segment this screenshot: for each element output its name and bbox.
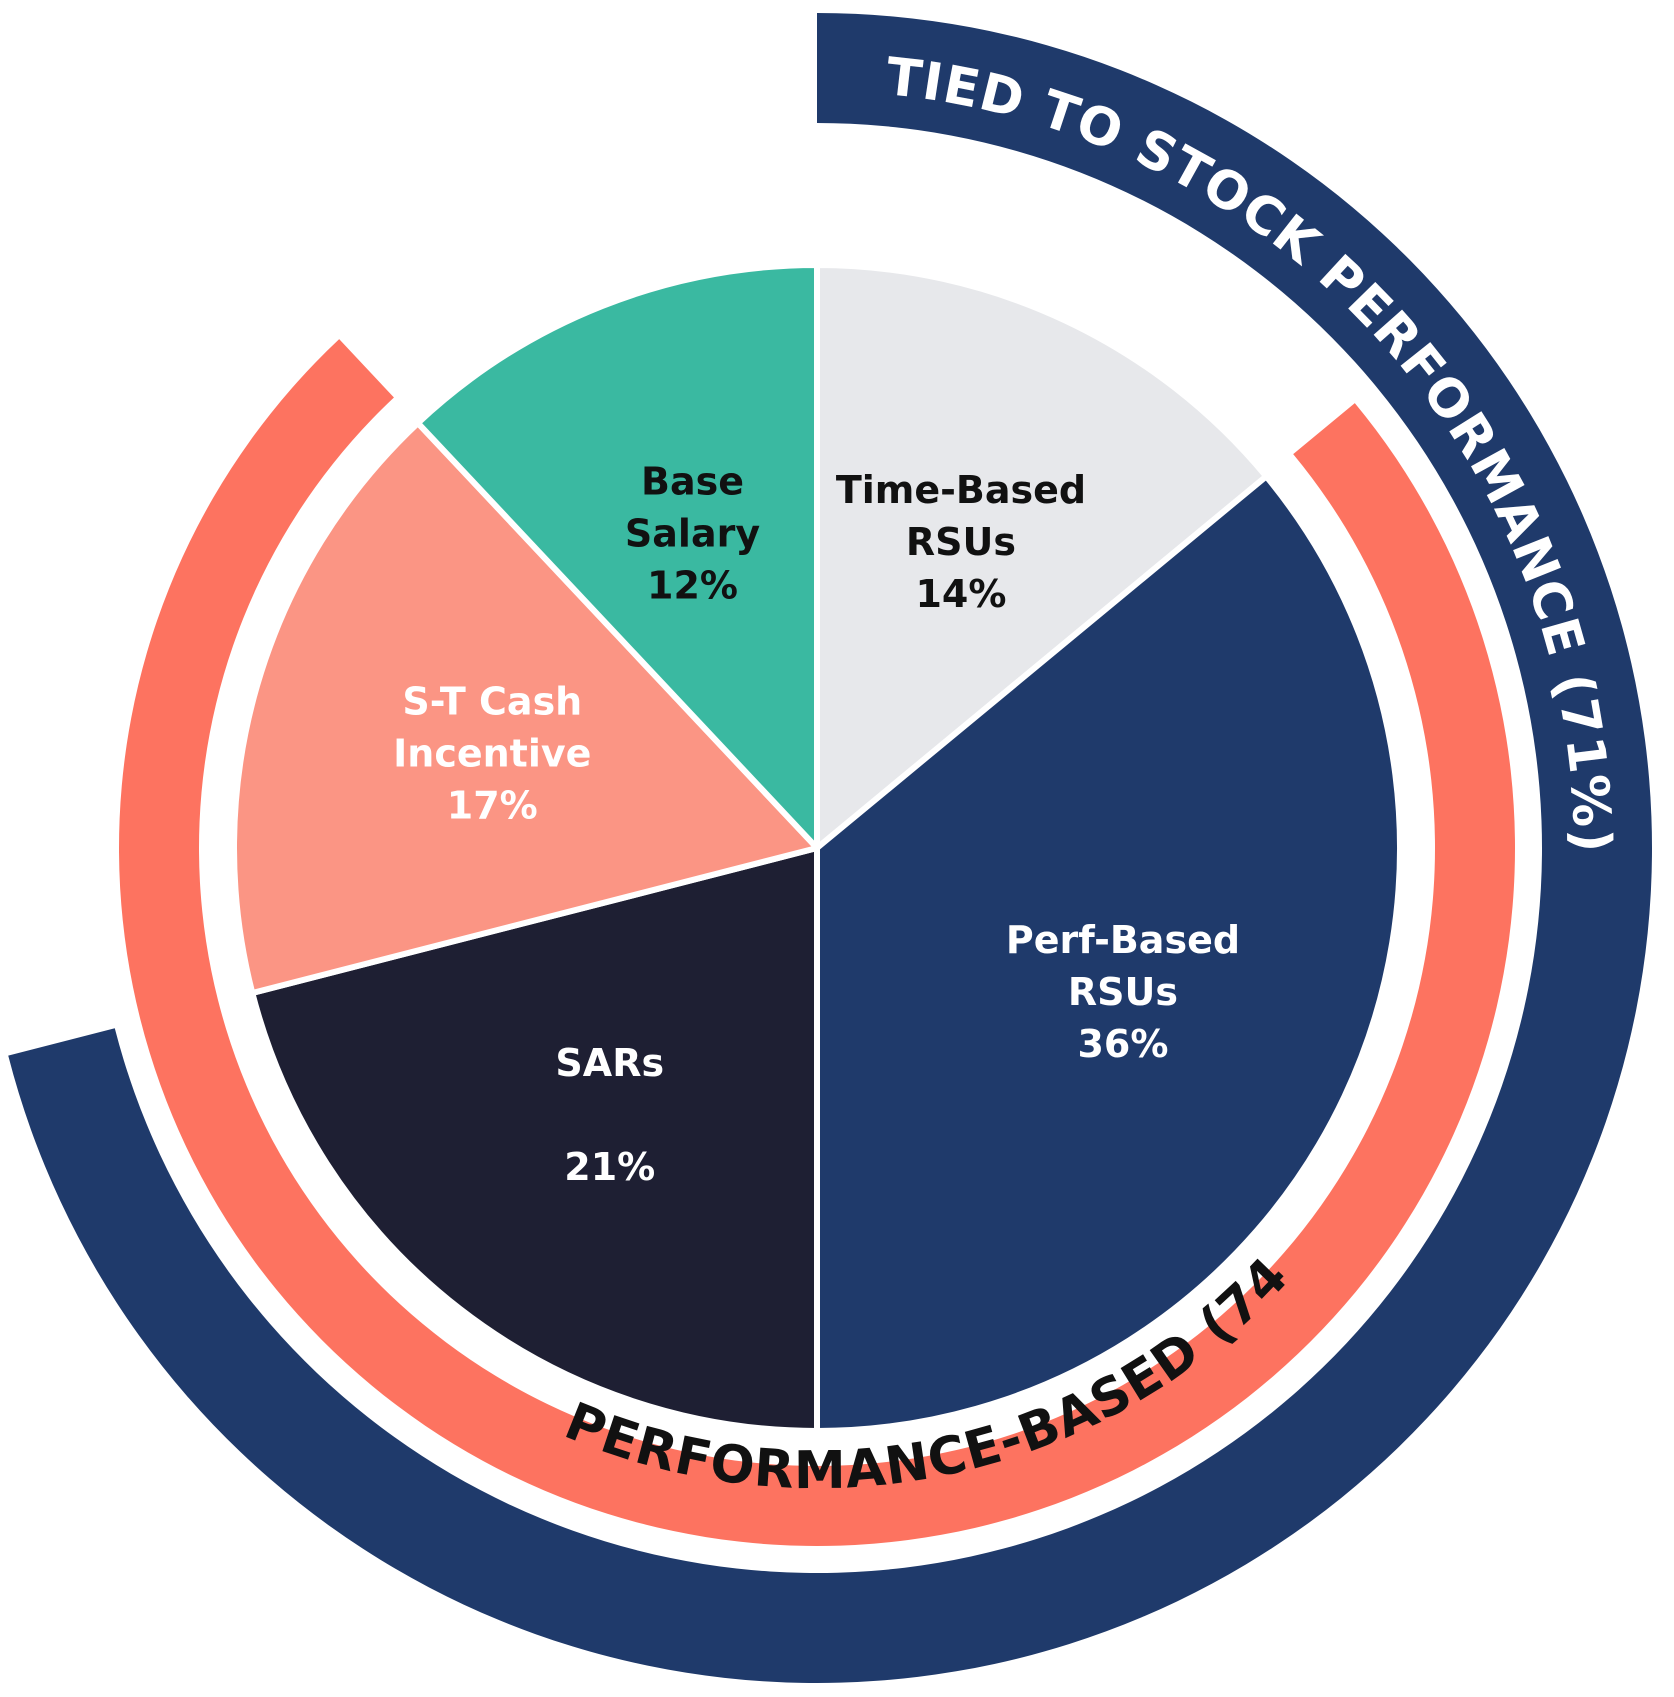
- slice-label-line: S-T Cash: [402, 680, 582, 724]
- slice-label-line: Incentive: [393, 732, 591, 776]
- slice-label-line: 12%: [647, 564, 738, 608]
- pie-slice-s-t-cash-incentive: [231, 420, 820, 996]
- slice-label-line: RSUs: [1068, 970, 1178, 1014]
- slice-label-sars: SARs 21%: [555, 1041, 664, 1189]
- slice-label-line: Time-Based: [836, 468, 1086, 512]
- slice-label-line: Perf-Based: [1006, 918, 1240, 962]
- pie-slice-time-based-rsus: [814, 262, 1270, 851]
- slice-label-line: RSUs: [906, 520, 1016, 564]
- slice-label-base-salary: Base Salary 12%: [625, 460, 760, 608]
- pie-slices: [231, 262, 1403, 1434]
- pie-slice-base-salary: [414, 262, 820, 851]
- slice-label-line: 17%: [447, 784, 538, 828]
- pie-slice-sars: [249, 845, 820, 1434]
- slice-label-perf-based-rsus: Perf-Based RSUs 36%: [1006, 918, 1240, 1066]
- pie-slice-perf-based-rsus: [814, 473, 1403, 1434]
- slice-label-line: Salary: [625, 512, 760, 556]
- slice-label-line: Base: [641, 460, 744, 504]
- slice-label-s-t-cash-incentive: S-T Cash Incentive 17%: [393, 680, 591, 828]
- pie-slice-labels: Time-Based RSUs 14% Perf-Based RSUs 36% SARs 21…: [393, 460, 1240, 1190]
- ring-performance-based: [119, 339, 1516, 1547]
- slice-label-time-based-rsus: Time-Based RSUs 14%: [836, 468, 1086, 616]
- rings-layer: [8, 13, 1653, 1684]
- slice-label-line: SARs: [555, 1041, 664, 1085]
- slice-label-line: 36%: [1077, 1022, 1168, 1066]
- slice-label-line: 21%: [564, 1145, 655, 1189]
- slice-label-line: 14%: [915, 572, 1006, 616]
